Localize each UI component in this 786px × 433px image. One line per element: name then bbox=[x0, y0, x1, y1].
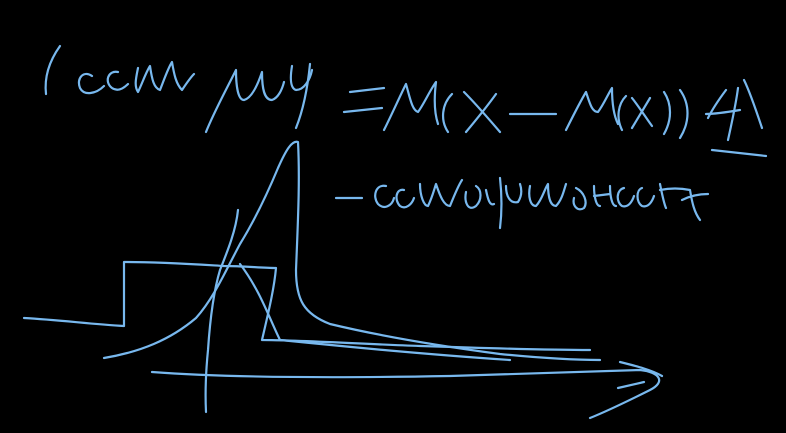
horizontal-axis-arrowhead bbox=[616, 360, 664, 390]
handwritten-underline bbox=[710, 148, 768, 158]
curve-tail-stroke bbox=[238, 262, 512, 362]
handwritten-power-4 bbox=[704, 78, 764, 142]
handwritten-word-ostrovershinnost bbox=[374, 176, 710, 230]
step-distribution bbox=[22, 260, 592, 352]
handwritten-bracket bbox=[44, 44, 62, 96]
handwritten-word-line bbox=[334, 176, 710, 230]
handwritten-M bbox=[382, 80, 454, 134]
horizontal-axis bbox=[150, 368, 661, 420]
handwritten-equals bbox=[342, 86, 386, 114]
handwritten-mu4 bbox=[204, 62, 314, 134]
handwritten-graph bbox=[22, 140, 664, 420]
vertical-axis bbox=[204, 208, 240, 414]
handwritten-word-esli bbox=[77, 60, 196, 95]
peaked-distribution-curve bbox=[102, 140, 602, 362]
handwritten-formula-line bbox=[44, 44, 768, 158]
handwritten-MX bbox=[564, 86, 689, 140]
handwritten-X bbox=[462, 90, 502, 134]
